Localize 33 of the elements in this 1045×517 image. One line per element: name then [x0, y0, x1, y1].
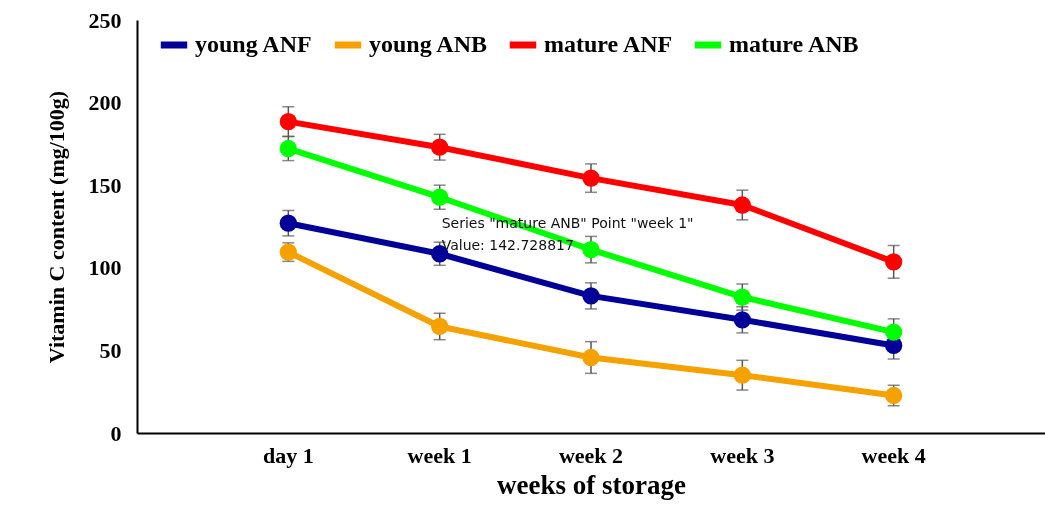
point — [279, 214, 297, 232]
point — [431, 138, 449, 156]
y-tick-label: 50 — [99, 337, 122, 363]
legend-label: mature ANB — [729, 31, 859, 57]
legend-label: young ANF — [195, 31, 312, 57]
x-tick-label: week 3 — [710, 442, 775, 468]
point — [733, 311, 751, 329]
point — [733, 196, 751, 214]
x-tick-label: day 1 — [262, 442, 314, 468]
y-axis-title: Vitamin C content (mg/100g) — [43, 90, 69, 364]
point — [733, 366, 751, 384]
x-tick-label: week 1 — [407, 442, 472, 468]
legend-label: mature ANF — [544, 31, 673, 57]
point — [431, 317, 449, 336]
y-tick-label: 100 — [88, 255, 122, 281]
point — [885, 323, 903, 341]
y-tick-label: 150 — [88, 172, 122, 198]
y-tick-label: 200 — [88, 90, 122, 116]
point — [582, 169, 600, 187]
y-tick-label: 0 — [110, 420, 122, 446]
x-tick-label: week 4 — [861, 442, 926, 468]
point — [733, 288, 751, 306]
point — [279, 112, 297, 131]
point — [885, 253, 903, 271]
point — [431, 188, 449, 206]
point — [582, 348, 600, 367]
point — [279, 139, 297, 158]
y-tick-label: 250 — [88, 7, 122, 33]
point — [582, 287, 600, 305]
x-axis-title: weeks of storage — [497, 469, 686, 500]
point — [582, 240, 600, 259]
x-tick-label: week 2 — [558, 442, 624, 468]
legend-label: young ANB — [369, 31, 488, 57]
